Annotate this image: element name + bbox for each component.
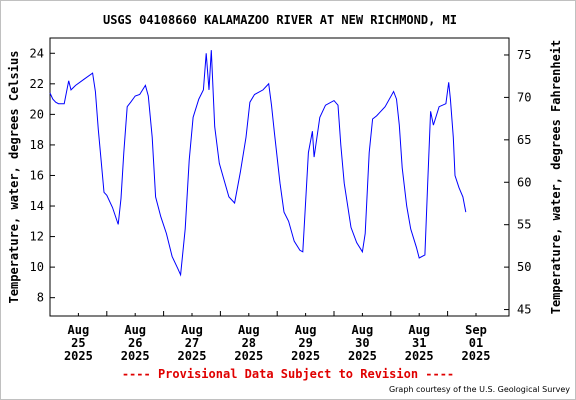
left-tick-label: 16 (30, 168, 44, 182)
right-tick-label: 55 (517, 218, 531, 232)
date-label-year: 2025 (64, 349, 93, 363)
date-label-year: 2025 (234, 349, 263, 363)
left-tick-label: 22 (30, 77, 44, 91)
date-label-month: Aug (181, 323, 203, 337)
usgs-courtesy: Graph courtesy of the U.S. Geological Su… (388, 385, 570, 394)
date-axis-ticks: Aug252025Aug262025Aug272025Aug282025Aug2… (64, 311, 491, 363)
date-label-year: 2025 (121, 349, 150, 363)
date-label-month: Aug (295, 323, 317, 337)
right-tick-label: 65 (517, 133, 531, 147)
left-tick-label: 20 (30, 107, 44, 121)
date-label-month: Aug (352, 323, 374, 337)
provisional-notice: ---- Provisional Data Subject to Revisio… (121, 367, 455, 381)
right-tick-label: 70 (517, 90, 531, 104)
date-label-day: 30 (355, 336, 369, 350)
date-label-year: 2025 (348, 349, 377, 363)
left-axis-label: Temperature, water, degrees Celsius (7, 51, 21, 304)
water-temperature-line (49, 50, 467, 277)
date-label-day: 01 (469, 336, 483, 350)
right-tick-label: 50 (517, 260, 531, 274)
date-label-month: Aug (68, 323, 90, 337)
left-tick-label: 10 (30, 260, 44, 274)
left-tick-label: 8 (37, 291, 44, 305)
date-label-day: 27 (185, 336, 199, 350)
date-label-day: 28 (242, 336, 256, 350)
date-label-year: 2025 (178, 349, 207, 363)
plot-area (49, 37, 510, 317)
right-tick-label: 45 (517, 303, 531, 317)
date-label-year: 2025 (405, 349, 434, 363)
right-tick-label: 60 (517, 175, 531, 189)
date-label-month: Aug (124, 323, 146, 337)
date-label-year: 2025 (462, 349, 491, 363)
date-label-day: 26 (128, 336, 142, 350)
right-axis-ticks: 45 50 55 60 65 70 75 (504, 48, 531, 317)
chart-title: USGS 04108660 KALAMAZOO RIVER AT NEW RIC… (103, 13, 457, 27)
right-axis-label: Temperature, water, degrees Fahrenheit (549, 40, 563, 315)
date-label-year: 2025 (291, 349, 320, 363)
date-label-day: 25 (71, 336, 85, 350)
date-label-month: Aug (408, 323, 430, 337)
left-axis-ticks: 8 10 12 14 16 18 20 22 24 (30, 46, 55, 305)
date-label-month: Sep (465, 323, 487, 337)
left-tick-label: 14 (30, 199, 44, 213)
right-tick-label: 75 (517, 48, 531, 62)
date-label-day: 31 (412, 336, 426, 350)
date-label-month: Aug (238, 323, 260, 337)
left-tick-label: 24 (30, 46, 44, 60)
left-tick-label: 12 (30, 230, 44, 244)
left-tick-label: 18 (30, 138, 44, 152)
date-label-day: 29 (298, 336, 312, 350)
